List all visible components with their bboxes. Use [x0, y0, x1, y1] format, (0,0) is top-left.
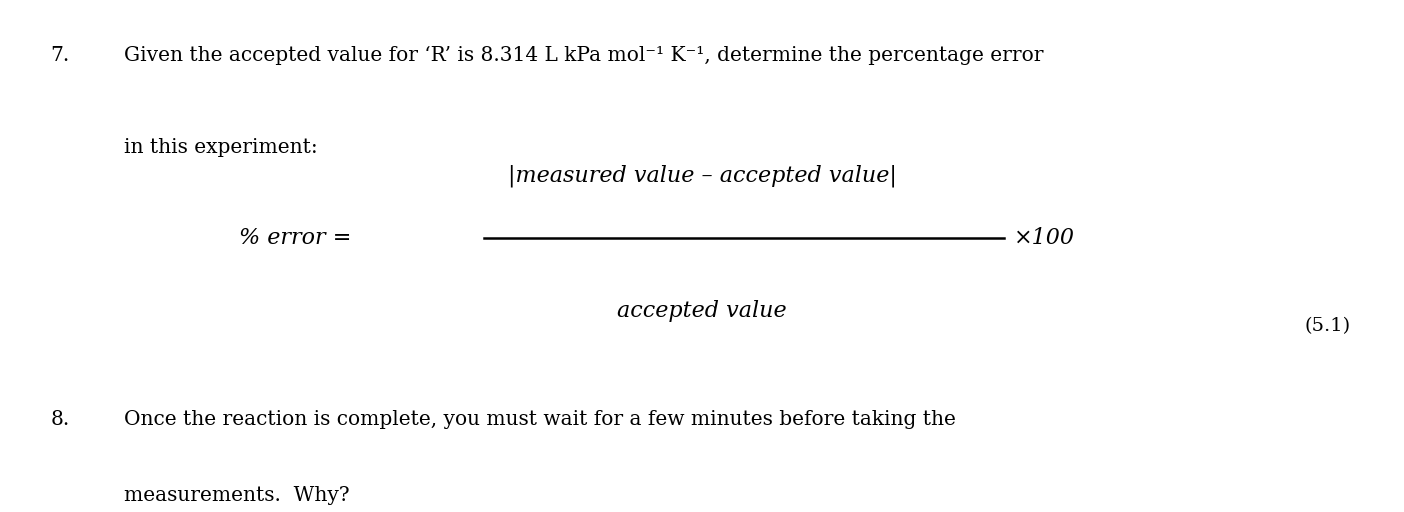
- Text: Given the accepted value for ‘R’ is 8.314 L kPa mol⁻¹ K⁻¹, determine the percent: Given the accepted value for ‘R’ is 8.31…: [124, 46, 1043, 65]
- Text: Once the reaction is complete, you must wait for a few minutes before taking the: Once the reaction is complete, you must …: [124, 410, 956, 429]
- Text: measurements.  Why?: measurements. Why?: [124, 486, 350, 505]
- Text: 7.: 7.: [51, 46, 70, 65]
- Text: 8.: 8.: [51, 410, 70, 429]
- Text: % error =: % error =: [239, 227, 358, 249]
- Text: accepted value: accepted value: [618, 300, 786, 322]
- Text: (5.1): (5.1): [1304, 317, 1351, 335]
- Text: ×100: ×100: [1014, 227, 1074, 249]
- Text: |measured value – accepted value|: |measured value – accepted value|: [508, 164, 896, 187]
- Text: in this experiment:: in this experiment:: [124, 138, 317, 157]
